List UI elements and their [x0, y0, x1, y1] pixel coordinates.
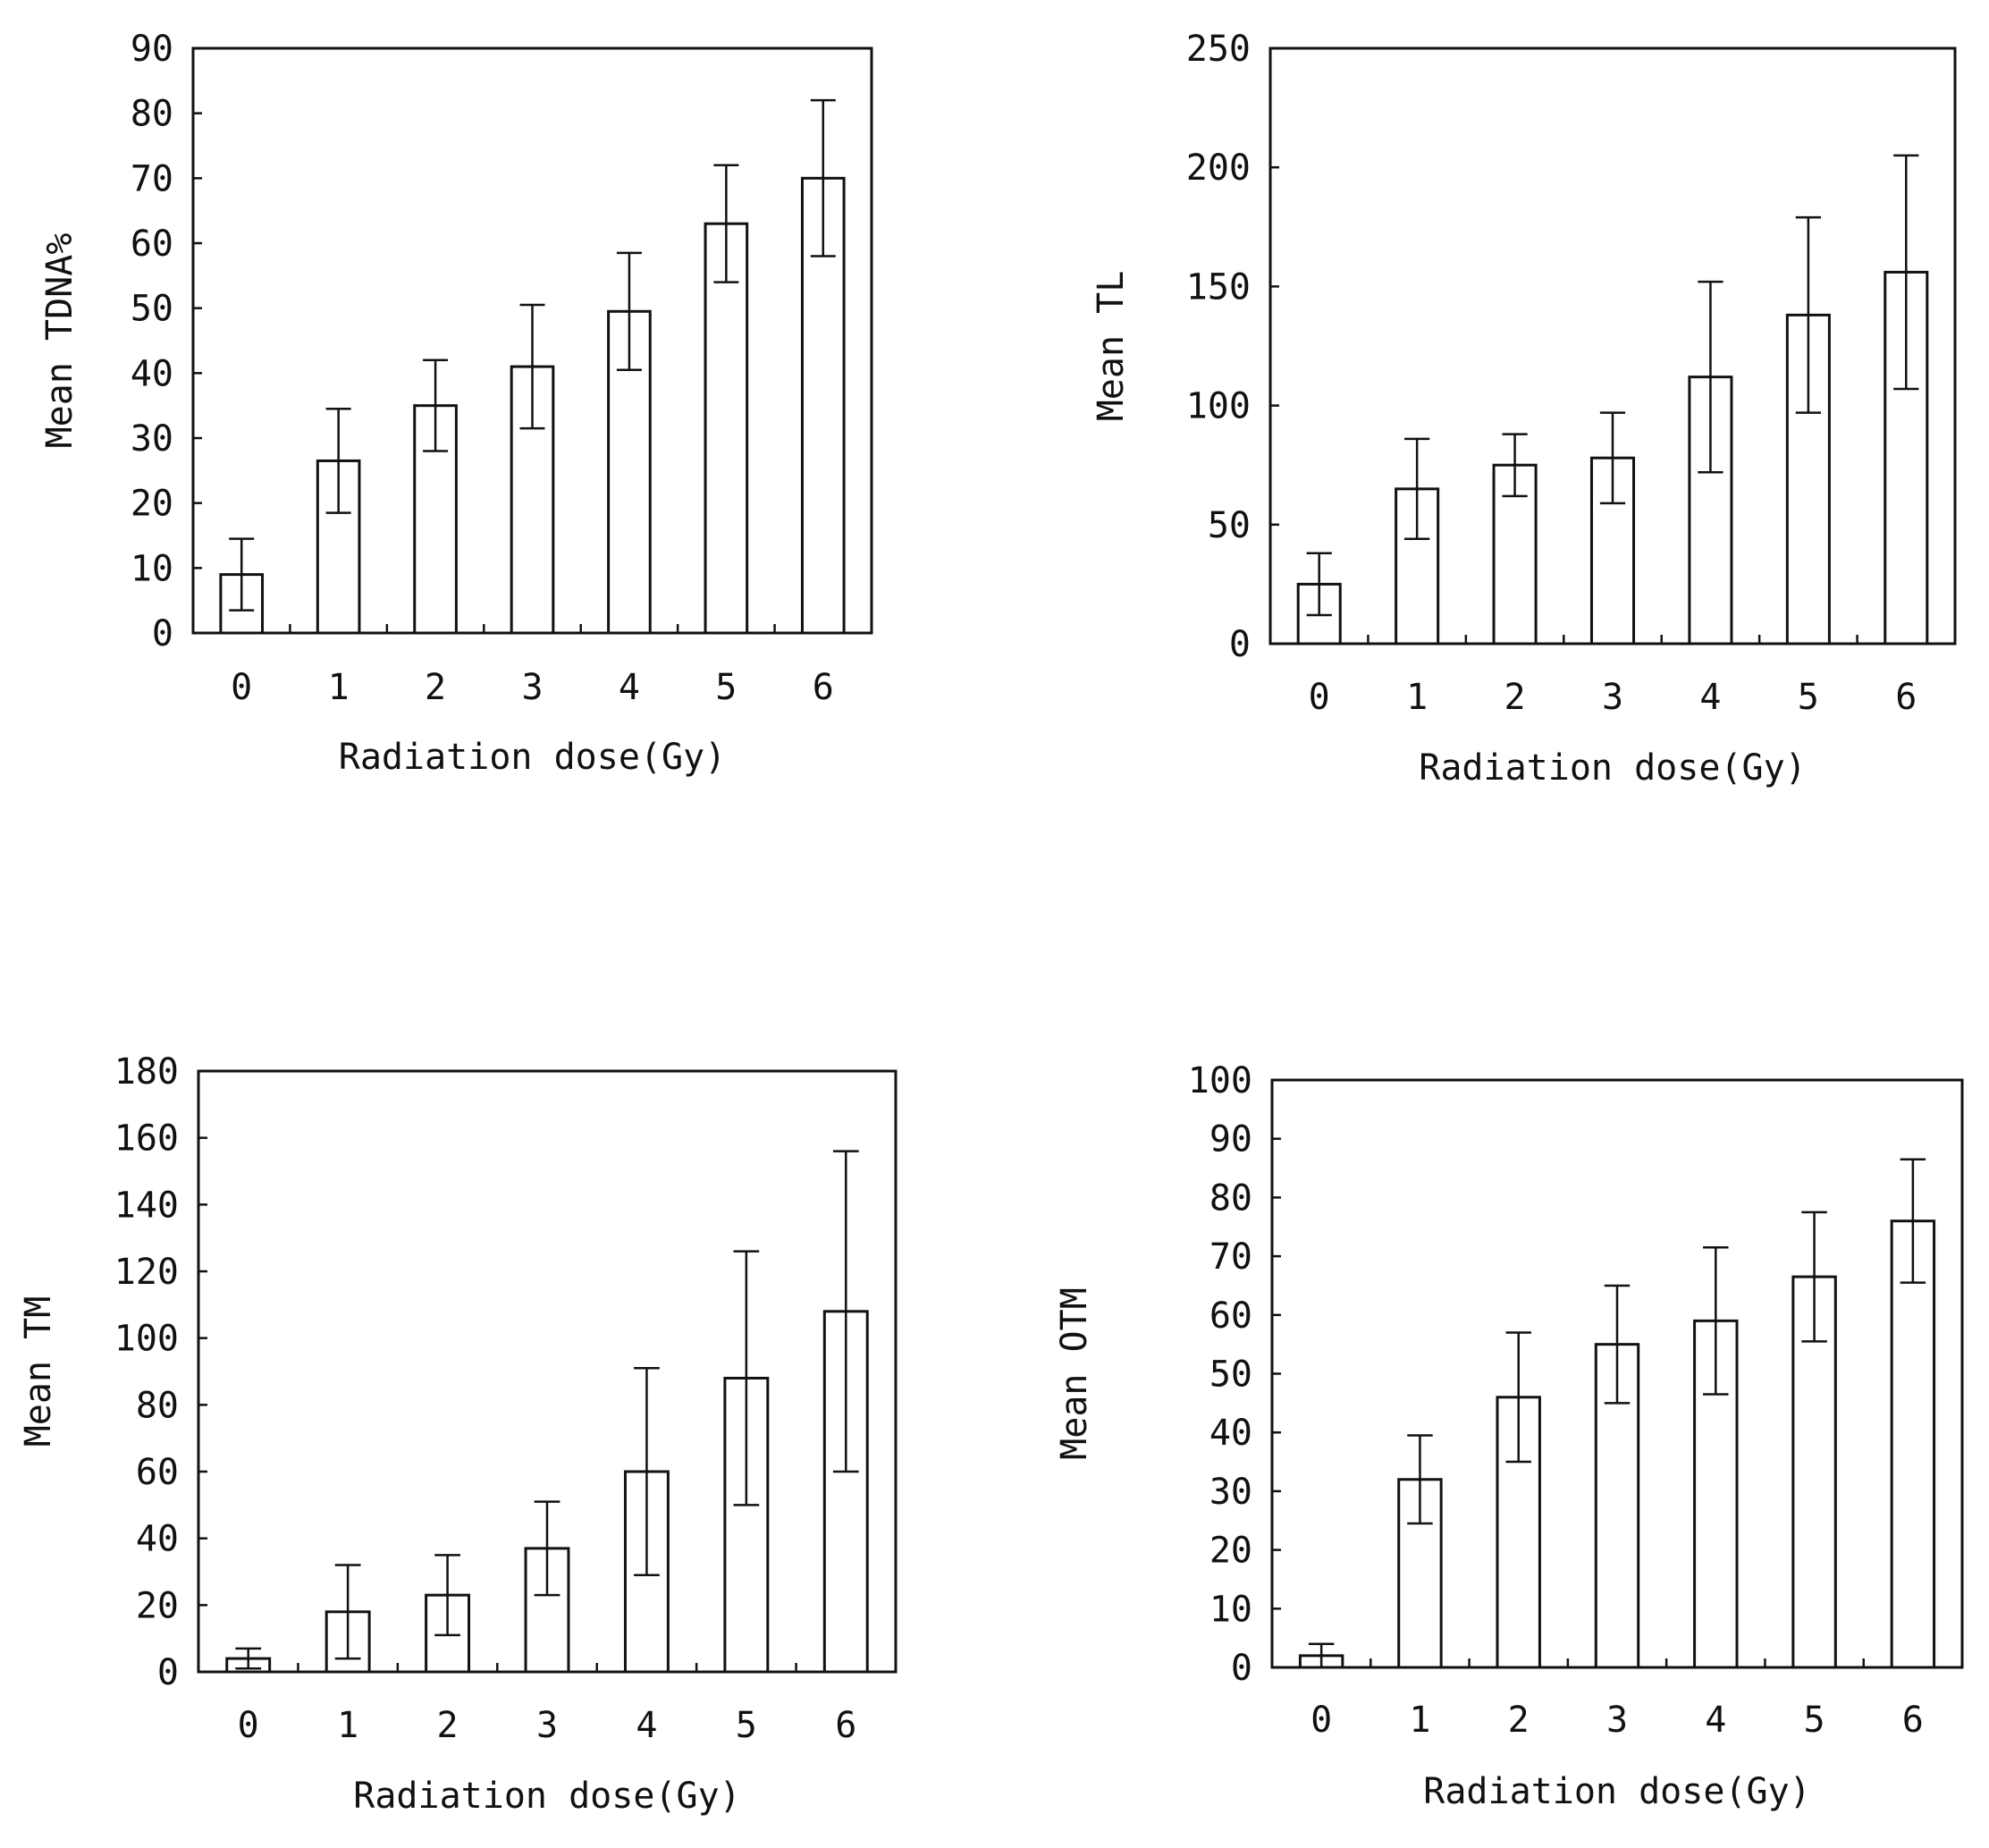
y-tick-label: 0	[157, 1652, 179, 1693]
y-tick-label: 70	[131, 158, 173, 199]
x-tick-label: 4	[619, 667, 640, 708]
y-tick-label: 0	[152, 613, 173, 654]
y-tick-label: 100	[1188, 1060, 1252, 1101]
y-tick-label: 80	[1209, 1177, 1252, 1219]
x-tick-label: 6	[835, 1705, 856, 1746]
x-tick-label: 3	[536, 1705, 558, 1746]
y-tick-label: 30	[1209, 1472, 1252, 1513]
y-tick-label: 0	[1231, 1648, 1252, 1689]
y-tick-label: 60	[136, 1452, 179, 1493]
y-tick-label: 100	[1186, 386, 1251, 427]
y-tick-label: 60	[1209, 1295, 1252, 1337]
x-tick-label: 0	[231, 667, 252, 708]
x-tick-label: 5	[715, 667, 737, 708]
x-tick-label: 0	[238, 1705, 259, 1746]
y-axis-title: Mean TDNA%	[39, 233, 80, 449]
x-tick-label: 2	[1504, 677, 1526, 718]
x-tick-label: 3	[1606, 1700, 1628, 1741]
chart-1: 0 10 20 30 40 50 60 70 80 90 0 1 2 3 4 5 6 Radiation dose…	[39, 29, 873, 778]
x-tick-label: 0	[1309, 677, 1330, 718]
x-tick-label: 1	[337, 1705, 358, 1746]
bar	[316, 459, 361, 635]
y-tick-label: 20	[136, 1585, 179, 1626]
y-tick-label: 200	[1186, 148, 1251, 189]
x-tick-label: 1	[1406, 677, 1428, 718]
x-tick-label: 4	[1699, 677, 1721, 718]
y-tick-label: 30	[131, 418, 173, 460]
x-tick-label: 3	[1602, 677, 1623, 718]
x-tick-label: 1	[328, 667, 350, 708]
y-tick-label: 250	[1186, 29, 1251, 70]
y-tick-label: 60	[131, 224, 173, 265]
y-tick-label: 120	[114, 1252, 179, 1293]
x-tick-label: 2	[425, 667, 446, 708]
y-axis-title: Mean TM	[18, 1296, 59, 1447]
x-tick-label: 0	[1311, 1700, 1332, 1741]
x-axis-title: Radiation dose(Gy)	[1423, 1771, 1810, 1812]
x-axis-title: Radiation dose(Gy)	[339, 737, 726, 778]
y-tick-label: 50	[1208, 505, 1251, 546]
chart-2: 0 50 100 150 200 250 0 1 2 3 4 5 6 Radiation dose(Gy)…	[1091, 29, 1957, 789]
bar	[704, 222, 749, 635]
y-tick-label: 140	[114, 1185, 179, 1226]
x-axis-title: Radiation dose(Gy)	[353, 1776, 740, 1817]
x-tick-label: 6	[813, 667, 834, 708]
y-tick-label: 50	[1209, 1354, 1252, 1396]
y-tick-label: 80	[131, 94, 173, 135]
y-tick-label: 50	[131, 289, 173, 330]
x-tick-label: 2	[1508, 1700, 1530, 1741]
x-tick-label: 6	[1902, 1700, 1924, 1741]
y-tick-label: 20	[131, 484, 173, 525]
x-tick-label: 5	[736, 1705, 757, 1746]
y-tick-label: 40	[136, 1519, 179, 1560]
y-tick-label: 150	[1186, 266, 1251, 308]
x-axis-title: Radiation dose(Gy)	[1419, 747, 1806, 789]
y-tick-label: 90	[131, 29, 173, 70]
x-tick-label: 5	[1798, 677, 1819, 718]
bar	[723, 1376, 770, 1674]
x-tick-label: 4	[636, 1705, 657, 1746]
x-tick-label: 5	[1804, 1700, 1825, 1741]
y-tick-label: 100	[114, 1319, 179, 1360]
y-tick-label: 40	[1209, 1413, 1252, 1454]
y-axis-title: Mean OTM	[1054, 1287, 1095, 1460]
y-tick-label: 70	[1209, 1236, 1252, 1278]
y-tick-label: 40	[131, 353, 173, 394]
bar	[1890, 1219, 1936, 1669]
x-tick-label: 6	[1895, 677, 1917, 718]
x-tick-label: 4	[1705, 1700, 1726, 1741]
y-tick-label: 10	[1209, 1589, 1252, 1630]
y-tick-label: 0	[1229, 624, 1251, 665]
y-axis-title: Mean TL	[1091, 271, 1132, 422]
y-tick-label: 90	[1209, 1119, 1252, 1160]
x-tick-label: 3	[521, 667, 543, 708]
x-tick-label: 2	[437, 1705, 459, 1746]
x-tick-label: 1	[1409, 1700, 1430, 1741]
y-tick-label: 80	[136, 1385, 179, 1426]
chart-4: 0 10 20 30 40 50 60 70 80 90 100 0 1 2 3 4 5 6 Radiation d…	[1054, 1060, 1964, 1812]
y-tick-label: 160	[114, 1118, 179, 1160]
y-tick-label: 180	[114, 1051, 179, 1093]
chart-3: 0 20 40 60 80 100 120 140 160 180 0 1 2 3 4 5 6 Radiation…	[18, 1051, 898, 1817]
y-tick-label: 10	[131, 548, 173, 589]
y-tick-label: 20	[1209, 1531, 1252, 1572]
